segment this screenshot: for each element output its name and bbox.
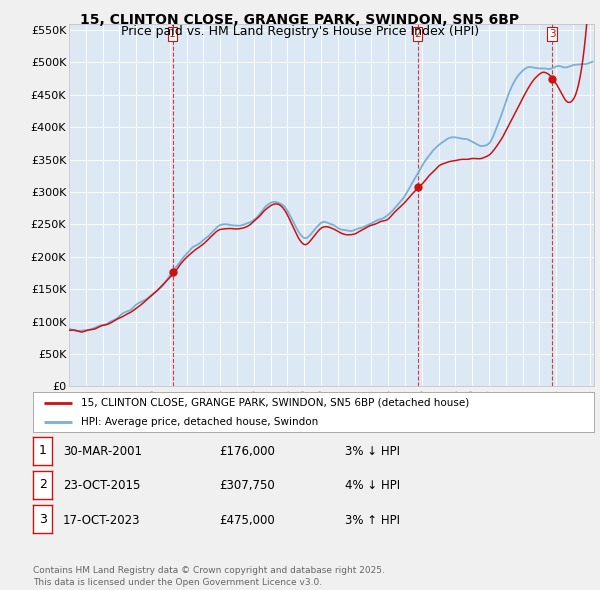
- Text: Price paid vs. HM Land Registry's House Price Index (HPI): Price paid vs. HM Land Registry's House …: [121, 25, 479, 38]
- Text: £176,000: £176,000: [219, 445, 275, 458]
- Text: 2: 2: [414, 29, 421, 39]
- Text: £475,000: £475,000: [219, 513, 275, 526]
- Text: 3% ↑ HPI: 3% ↑ HPI: [345, 513, 400, 526]
- Text: 3: 3: [38, 513, 47, 526]
- Text: 1: 1: [38, 444, 47, 457]
- Text: 4% ↓ HPI: 4% ↓ HPI: [345, 479, 400, 492]
- Text: 15, CLINTON CLOSE, GRANGE PARK, SWINDON, SN5 6BP: 15, CLINTON CLOSE, GRANGE PARK, SWINDON,…: [80, 13, 520, 27]
- Text: 1: 1: [169, 29, 176, 39]
- Text: 3: 3: [548, 29, 556, 39]
- Text: HPI: Average price, detached house, Swindon: HPI: Average price, detached house, Swin…: [80, 417, 318, 427]
- Text: 23-OCT-2015: 23-OCT-2015: [63, 479, 140, 492]
- Text: £307,750: £307,750: [219, 479, 275, 492]
- Text: 3% ↓ HPI: 3% ↓ HPI: [345, 445, 400, 458]
- Text: 2: 2: [38, 478, 47, 491]
- Text: 15, CLINTON CLOSE, GRANGE PARK, SWINDON, SN5 6BP (detached house): 15, CLINTON CLOSE, GRANGE PARK, SWINDON,…: [80, 398, 469, 408]
- Text: Contains HM Land Registry data © Crown copyright and database right 2025.
This d: Contains HM Land Registry data © Crown c…: [33, 566, 385, 587]
- Text: 30-MAR-2001: 30-MAR-2001: [63, 445, 142, 458]
- Text: 17-OCT-2023: 17-OCT-2023: [63, 513, 140, 526]
